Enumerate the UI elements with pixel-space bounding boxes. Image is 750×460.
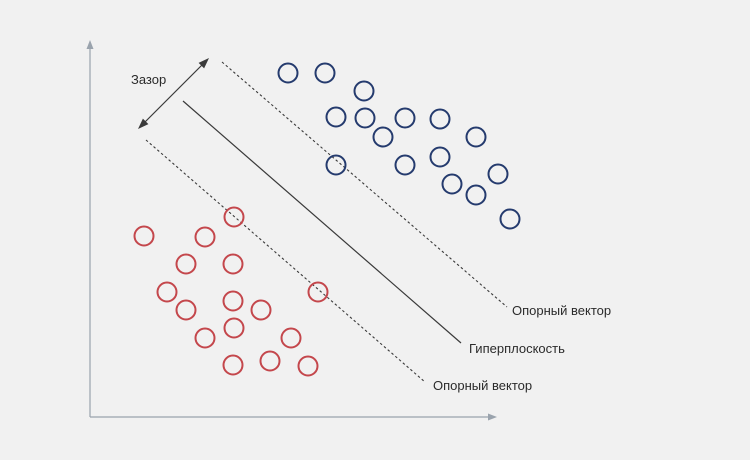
axes <box>86 40 497 421</box>
blue-point <box>441 173 463 195</box>
red-point <box>175 253 197 275</box>
support-vector-line-top <box>221 61 508 308</box>
red-point <box>133 225 155 247</box>
y-axis-arrowhead <box>86 40 94 49</box>
red-point <box>223 317 245 339</box>
blue-point <box>429 108 451 130</box>
support-vector-label-bottom: Опорный вектор <box>433 378 532 393</box>
blue-point <box>465 184 487 206</box>
red-point <box>194 226 216 248</box>
red-point <box>297 355 319 377</box>
red-point <box>156 281 178 303</box>
red-support-point <box>223 206 245 228</box>
red-point <box>222 253 244 275</box>
blue-point <box>429 146 451 168</box>
blue-point <box>394 107 416 129</box>
blue-point <box>394 154 416 176</box>
blue-point <box>499 208 521 230</box>
margin-label: Зазор <box>131 72 166 87</box>
margin-arrowhead-top <box>198 58 209 69</box>
margin-arrow-shaft <box>141 61 206 126</box>
hyperplane-line <box>182 100 462 344</box>
blue-support-point <box>325 154 347 176</box>
blue-point <box>354 107 376 129</box>
red-point <box>194 327 216 349</box>
class-red-points <box>133 206 329 377</box>
support-vector-label-top: Опорный вектор <box>512 303 611 318</box>
hyperplane-label: Гиперплоскость <box>469 341 565 356</box>
margin-arrowhead-bottom <box>138 118 149 129</box>
support-vector-line-bottom <box>145 139 426 383</box>
red-point <box>175 299 197 321</box>
class-blue-points <box>277 62 521 230</box>
blue-point <box>325 106 347 128</box>
x-axis-arrowhead <box>488 413 497 421</box>
blue-point <box>314 62 336 84</box>
red-point <box>222 354 244 376</box>
red-point <box>250 299 272 321</box>
blue-point <box>277 62 299 84</box>
red-point <box>280 327 302 349</box>
red-support-point <box>307 281 329 303</box>
red-point <box>259 350 281 372</box>
margin-arrow <box>138 58 209 129</box>
blue-point <box>353 80 375 102</box>
red-point <box>222 290 244 312</box>
blue-point <box>372 126 394 148</box>
blue-point <box>465 126 487 148</box>
blue-point <box>487 163 509 185</box>
